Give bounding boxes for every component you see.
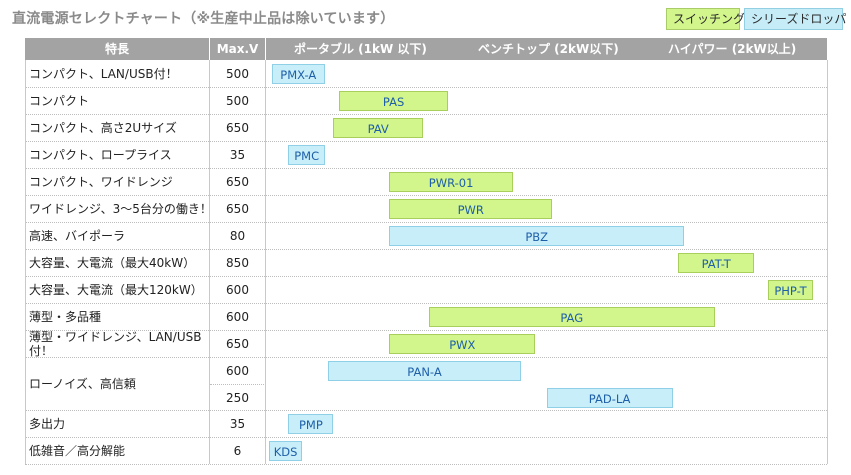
product-bar-pag[interactable]: PAG — [428, 306, 715, 327]
column-divider — [265, 60, 266, 464]
product-bar-pad-la[interactable]: PAD-LA — [546, 387, 673, 408]
row-divider — [25, 437, 827, 438]
max-v-value: 500 — [226, 66, 249, 81]
feature-label: 多出力 — [29, 417, 66, 431]
row-divider — [25, 222, 827, 223]
product-bar-php-t[interactable]: PHP-T — [768, 279, 813, 300]
row-divider — [25, 464, 827, 465]
max-v-value: 650 — [226, 336, 249, 351]
max-v-value: 600 — [226, 363, 249, 378]
feature-label: 薄型・ワイドレンジ、LAN/USB付！ — [29, 329, 202, 358]
row-divider — [25, 114, 827, 115]
feature-label: コンパクト、ロープライス — [29, 148, 172, 162]
feature-label: ワイドレンジ、3～5台分の働き！ — [29, 202, 212, 216]
header-range-benchtop: ベンチトップ (2kW以下) — [478, 42, 619, 56]
feature-label: 薄型・多品種 — [29, 310, 102, 324]
row-divider — [25, 141, 827, 142]
max-v-value: 500 — [226, 93, 249, 108]
header-max-v: Max.V — [210, 38, 265, 60]
feature-label: コンパクト、LAN/USB付！ — [29, 67, 178, 81]
power-supply-select-chart: 特長 Max.V ポータブル (1kW 以下) ベンチトップ (2kW以下) ハ… — [25, 38, 828, 468]
max-v-value: 650 — [226, 174, 249, 189]
product-bar-kds[interactable]: KDS — [268, 440, 303, 461]
product-bar-pas[interactable]: PAS — [338, 90, 449, 111]
row-divider — [25, 410, 827, 411]
feature-label: 大容量、大電流（最大120kW） — [29, 283, 203, 297]
row-divider — [25, 357, 827, 358]
max-v-value: 650 — [226, 120, 249, 135]
feature-label: コンパクト — [29, 94, 90, 108]
feature-label: コンパクト、ワイドレンジ — [29, 175, 173, 189]
max-v-value: 35 — [229, 147, 246, 162]
max-v-value: 6 — [233, 443, 242, 458]
max-v-value: 650 — [226, 201, 249, 216]
product-bar-pmc[interactable]: PMC — [288, 144, 325, 165]
row-divider — [25, 87, 827, 88]
product-bar-pmp[interactable]: PMP — [288, 413, 334, 434]
header-range: ポータブル (1kW 以下) ベンチトップ (2kW以下) ハイパワー (2kW… — [266, 38, 827, 60]
product-bar-pwr-01[interactable]: PWR-01 — [389, 171, 513, 192]
row-divider — [25, 249, 827, 250]
product-bar-pwx[interactable]: PWX — [389, 333, 536, 354]
max-v-value: 600 — [226, 282, 249, 297]
page-title: 直流電源セレクトチャート（※生産中止品は除いています） — [12, 11, 395, 27]
header-range-portable: ポータブル (1kW 以下) — [294, 42, 427, 56]
header-range-high-power: ハイパワー (2kW以上) — [668, 42, 797, 56]
product-bar-pat-t[interactable]: PAT-T — [678, 252, 755, 273]
header-feature: 特長 — [25, 38, 209, 60]
product-bar-pan-a[interactable]: PAN-A — [327, 360, 522, 381]
feature-label: 大容量、大電流（最大40kW） — [29, 256, 196, 270]
row-divider — [210, 384, 266, 385]
feature-label: 高速、バイポーラ — [29, 229, 126, 243]
product-bar-pbz[interactable]: PBZ — [389, 225, 684, 246]
max-v-value: 600 — [226, 309, 249, 324]
feature-label: ローノイズ、高信頼 — [29, 377, 136, 391]
product-bar-pwr[interactable]: PWR — [389, 198, 553, 219]
feature-label: 低雑音／高分解能 — [29, 444, 126, 458]
row-divider — [25, 168, 827, 169]
row-divider — [25, 303, 827, 304]
max-v-value: 80 — [229, 228, 246, 243]
product-bar-pav[interactable]: PAV — [333, 117, 424, 138]
product-bar-pmx-a[interactable]: PMX-A — [271, 63, 325, 84]
legend-series-dropper-button[interactable]: シリーズドロッパ — [744, 8, 846, 30]
column-divider — [25, 60, 26, 464]
feature-label: コンパクト、高さ2Uサイズ — [29, 121, 177, 135]
legend-switching-button[interactable]: スイッチング — [666, 8, 745, 30]
row-divider — [25, 195, 827, 196]
column-divider — [209, 60, 210, 464]
max-v-value: 850 — [226, 255, 249, 270]
max-v-value: 35 — [229, 416, 246, 431]
row-divider — [25, 330, 827, 331]
row-divider — [25, 276, 827, 277]
max-v-value: 250 — [226, 390, 249, 405]
column-divider — [827, 60, 828, 464]
